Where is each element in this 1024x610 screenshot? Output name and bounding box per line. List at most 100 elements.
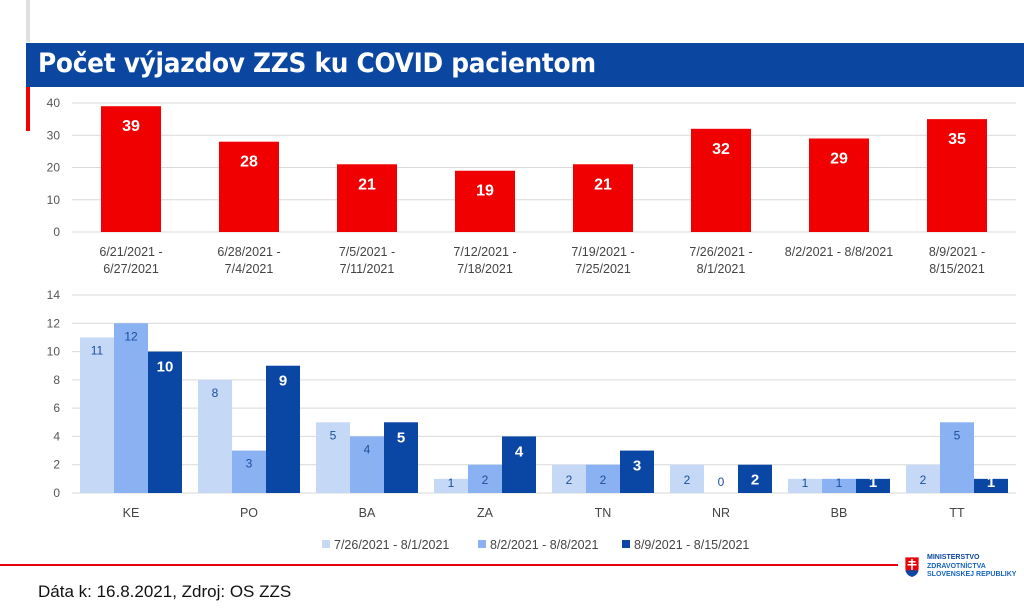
page-title: Počet výjazdov ZZS ku COVID pacientom xyxy=(38,48,596,79)
data-label: 29 xyxy=(830,150,848,167)
bar xyxy=(337,164,397,232)
bar xyxy=(384,422,418,493)
legend-swatch xyxy=(622,540,630,548)
x-tick-label: 7/18/2021 xyxy=(457,262,513,276)
data-label: 2 xyxy=(920,473,927,487)
bar xyxy=(670,464,704,493)
data-label: 8 xyxy=(212,386,219,400)
data-label: 5 xyxy=(954,428,961,442)
data-label: 1 xyxy=(869,474,877,491)
title-bar: Počet výjazdov ZZS ku COVID pacientom xyxy=(26,43,1024,87)
logo-line-1: MINISTERSTVO xyxy=(927,554,980,561)
bar xyxy=(266,365,300,493)
top-divider xyxy=(26,0,30,42)
footer-divider xyxy=(0,564,898,566)
x-tick-label: PO xyxy=(240,506,258,520)
data-label: 1 xyxy=(802,476,809,490)
data-label: 21 xyxy=(594,176,612,193)
bar xyxy=(114,323,148,493)
logo-line-3: SLOVENSKEJ REPUBLIKY xyxy=(927,571,1017,578)
x-tick-label: KE xyxy=(123,506,140,520)
y-tick-label: 0 xyxy=(53,225,60,239)
y-tick-label: 6 xyxy=(53,401,60,415)
bar xyxy=(738,464,772,493)
data-label: 2 xyxy=(482,473,489,487)
x-tick-label: BB xyxy=(831,506,848,520)
data-label: 5 xyxy=(330,428,337,442)
data-label: 3 xyxy=(246,457,253,471)
data-label: 1 xyxy=(987,474,995,491)
footer-source-text: Dáta k: 16.8.2021, Zdroj: OS ZZS xyxy=(38,582,292,601)
bar xyxy=(468,464,502,493)
x-tick-label: 6/21/2021 - xyxy=(99,245,162,259)
x-tick-label: 7/11/2021 xyxy=(340,262,395,276)
bar xyxy=(434,478,468,493)
x-tick-label: 7/25/2021 xyxy=(575,262,631,276)
x-tick-label: 8/1/2021 xyxy=(697,262,746,276)
legend-label: 8/2/2021 - 8/8/2021 xyxy=(490,538,598,552)
y-tick-label: 10 xyxy=(47,193,61,207)
y-tick-label: 20 xyxy=(47,161,61,175)
y-tick-label: 40 xyxy=(47,96,61,110)
bar xyxy=(906,464,940,493)
x-tick-label: 7/4/2021 xyxy=(225,262,274,276)
x-tick-label: BA xyxy=(359,506,376,520)
legend-label: 8/9/2021 - 8/15/2021 xyxy=(634,538,749,552)
data-label: 1 xyxy=(836,476,843,490)
x-tick-label: 7/19/2021 - xyxy=(571,245,634,259)
bar xyxy=(80,337,114,493)
y-tick-label: 14 xyxy=(47,288,61,302)
x-tick-label: 8/15/2021 xyxy=(929,262,985,276)
bar xyxy=(788,478,822,493)
y-tick-label: 10 xyxy=(47,345,61,359)
x-tick-label: 6/28/2021 - xyxy=(217,245,280,259)
data-label: 21 xyxy=(358,176,376,193)
data-label: 0 xyxy=(718,475,725,489)
logo-line-2: ZDRAVOTNÍCTVA xyxy=(927,562,986,570)
bar xyxy=(552,464,586,493)
data-label: 4 xyxy=(515,443,524,460)
legend-swatch xyxy=(478,540,486,548)
data-label: 1 xyxy=(448,476,455,490)
x-tick-label: 8/2/2021 - 8/8/2021 xyxy=(785,245,893,259)
data-label: 3 xyxy=(633,458,641,475)
x-tick-label: 7/5/2021 - xyxy=(339,245,395,259)
bar xyxy=(822,478,856,493)
x-tick-label: 7/12/2021 - xyxy=(453,245,516,259)
bar xyxy=(856,478,890,493)
legend-swatch xyxy=(322,540,330,548)
x-tick-label: 6/27/2021 xyxy=(103,262,159,276)
slovak-coat-of-arms-icon xyxy=(904,556,920,578)
bar xyxy=(148,351,182,493)
x-tick-label: ZA xyxy=(477,506,494,520)
bar xyxy=(316,422,350,493)
y-tick-label: 8 xyxy=(53,373,60,387)
y-tick-label: 4 xyxy=(53,429,60,443)
y-tick-label: 12 xyxy=(47,316,61,330)
data-label: 10 xyxy=(157,359,174,376)
data-label: 2 xyxy=(751,472,759,489)
legend-label: 7/26/2021 - 8/1/2021 xyxy=(334,538,449,552)
x-tick-label: TT xyxy=(949,506,965,520)
data-label: 39 xyxy=(122,118,140,135)
bar xyxy=(232,450,266,493)
bar xyxy=(691,128,751,232)
data-label: 2 xyxy=(566,473,573,487)
data-label: 9 xyxy=(279,373,287,390)
data-label: 19 xyxy=(476,183,494,200)
data-label: 11 xyxy=(91,343,104,357)
bar xyxy=(502,436,536,493)
y-tick-label: 30 xyxy=(47,128,61,142)
x-tick-label: 7/26/2021 - xyxy=(689,245,752,259)
y-tick-label: 2 xyxy=(53,458,60,472)
bar xyxy=(101,106,161,232)
x-tick-label: NR xyxy=(712,506,730,520)
bar xyxy=(198,379,232,493)
bar xyxy=(350,436,384,493)
bar xyxy=(620,450,654,493)
x-tick-label: 8/9/2021 - xyxy=(929,245,985,259)
ministry-logo: MINISTERSTVO ZDRAVOTNÍCTVA SLOVENSKEJ RE… xyxy=(904,554,1024,584)
bar xyxy=(809,138,869,232)
bar xyxy=(927,119,987,232)
